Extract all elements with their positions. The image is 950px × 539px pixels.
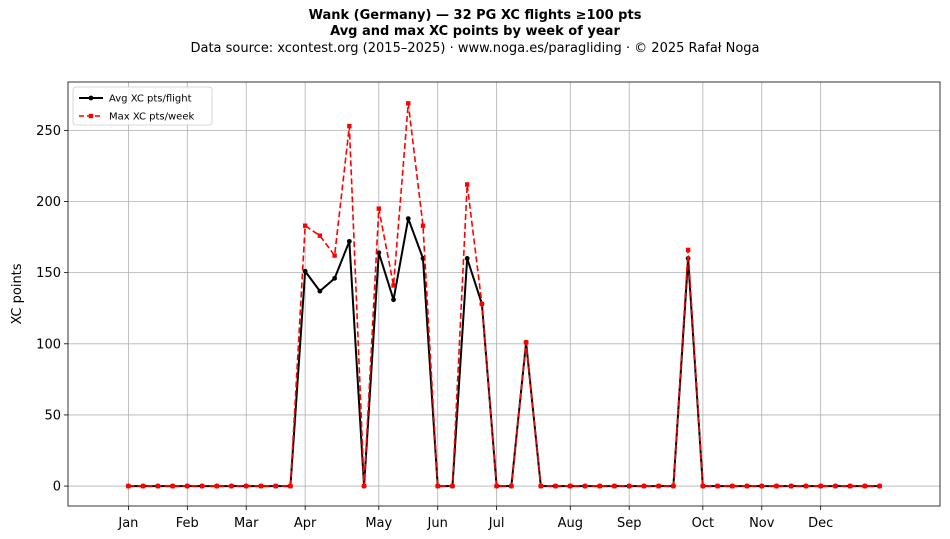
data-point xyxy=(538,483,544,489)
x-tick-label: Dec xyxy=(808,516,833,531)
chart-subtitle: Avg and max XC points by week of year xyxy=(330,24,620,39)
data-point xyxy=(170,483,175,489)
data-point xyxy=(509,483,514,489)
data-series xyxy=(125,101,883,489)
plot-frame xyxy=(67,81,941,507)
data-point xyxy=(464,182,470,187)
x-tick-label: Jun xyxy=(427,516,448,531)
legend-swatch-marker xyxy=(88,113,94,119)
series-avg-xc-pts xyxy=(125,216,883,489)
y-axis-label: XC points xyxy=(10,263,25,324)
x-tick-label: May xyxy=(365,516,392,531)
data-point xyxy=(612,483,617,489)
series-line xyxy=(128,217,880,488)
axes: Jan Feb Mar Apr May Jun Jul Aug Sep Oct Nov Dec 0 50 1… xyxy=(10,81,941,531)
data-point xyxy=(317,233,323,238)
data-point xyxy=(582,483,588,489)
x-tick-label: Aug xyxy=(558,516,583,531)
data-point xyxy=(214,483,219,489)
data-point xyxy=(464,256,470,261)
data-point xyxy=(715,483,720,489)
data-point xyxy=(523,340,529,345)
data-point xyxy=(494,483,499,489)
gridlines xyxy=(68,82,940,506)
x-tick-label: Mar xyxy=(234,516,259,531)
y-tick-label: 0 xyxy=(53,480,61,495)
legend-label: Avg XC pts/flight xyxy=(109,94,192,105)
data-point xyxy=(258,483,264,489)
data-point xyxy=(774,483,779,489)
data-point xyxy=(376,206,381,211)
data-point xyxy=(847,483,853,489)
y-tick-label: 50 xyxy=(44,408,61,423)
x-tick-label: Sep xyxy=(617,516,642,531)
data-point xyxy=(391,283,396,288)
x-tick-label: Jul xyxy=(488,516,505,531)
data-point xyxy=(140,483,146,489)
data-point xyxy=(818,483,823,489)
x-tick-label: Nov xyxy=(749,516,775,531)
data-point xyxy=(744,483,750,489)
data-point xyxy=(862,483,868,489)
legend: Avg XC pts/flight Max XC pts/week xyxy=(72,86,213,126)
data-point xyxy=(435,483,440,489)
data-point xyxy=(730,483,735,489)
data-point xyxy=(568,483,573,489)
chart-title: Wank (Germany) — 32 PG XC flights ≥100 p… xyxy=(308,8,642,23)
x-tick-label: Jan xyxy=(117,516,138,531)
data-point xyxy=(597,483,602,489)
data-source-note: Data source: xcontest.org (2015–2025) · … xyxy=(190,41,760,56)
y-tick-label: 250 xyxy=(36,124,61,139)
data-point xyxy=(450,483,455,489)
data-point xyxy=(332,275,338,281)
data-point xyxy=(685,247,691,253)
data-point xyxy=(405,216,411,221)
data-point xyxy=(803,483,809,489)
data-point xyxy=(376,250,382,256)
series-line xyxy=(128,102,880,487)
x-tick-label: Feb xyxy=(176,516,199,531)
data-point xyxy=(553,483,558,489)
data-point xyxy=(391,297,396,303)
data-point xyxy=(185,483,190,489)
data-point xyxy=(877,483,882,489)
data-point xyxy=(420,223,426,228)
data-point xyxy=(244,483,249,489)
data-point xyxy=(332,253,337,258)
data-point xyxy=(406,101,411,106)
data-point xyxy=(656,483,661,489)
data-point xyxy=(789,483,794,489)
data-point xyxy=(347,123,352,129)
data-point xyxy=(126,483,131,489)
y-tick-label: 100 xyxy=(36,337,61,352)
data-point xyxy=(346,238,352,244)
data-point xyxy=(302,268,308,274)
data-point xyxy=(288,483,293,489)
legend-swatch-marker xyxy=(88,95,94,101)
data-point xyxy=(229,483,234,489)
data-point xyxy=(700,483,706,489)
data-point xyxy=(361,483,367,489)
legend-box xyxy=(72,86,213,126)
y-tick-label: 200 xyxy=(36,195,61,210)
series-max-xc-pts xyxy=(126,101,882,489)
x-tick-label: Apr xyxy=(294,516,317,531)
legend-label: Max XC pts/week xyxy=(109,112,194,123)
data-point xyxy=(155,483,161,489)
data-point xyxy=(833,483,838,489)
data-point xyxy=(759,483,764,489)
data-point xyxy=(479,301,485,307)
y-tick-label: 150 xyxy=(36,266,61,281)
data-point xyxy=(671,483,676,489)
chart-titles: Wank (Germany) — 32 PG XC flights ≥100 p… xyxy=(0,8,950,57)
data-point xyxy=(641,483,647,489)
x-tick-label: Oct xyxy=(692,516,714,531)
data-point xyxy=(317,288,323,294)
data-point xyxy=(627,483,632,489)
data-point xyxy=(302,223,308,228)
data-point xyxy=(273,483,278,489)
data-point xyxy=(199,483,205,489)
